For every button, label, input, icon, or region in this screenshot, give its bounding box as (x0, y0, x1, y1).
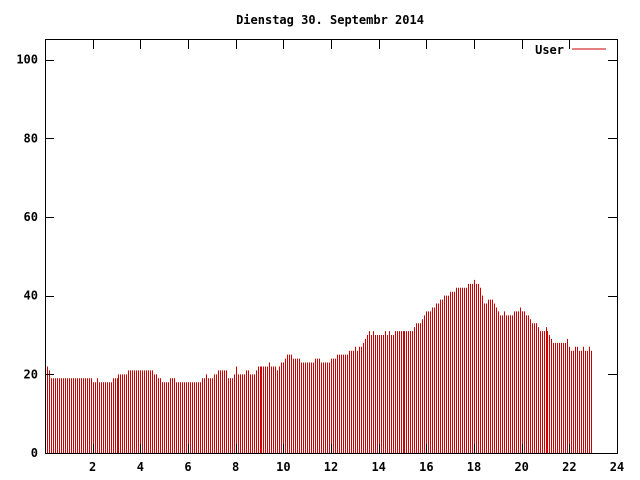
y-tick-label: 80 (24, 131, 38, 145)
x-tick-label: 22 (562, 460, 576, 474)
chart-title: Dienstag 30. Septembr 2014 (236, 13, 424, 27)
plot-frame (45, 39, 618, 454)
x-tick-label: 18 (467, 460, 481, 474)
y-tick-label: 0 (31, 446, 38, 460)
x-tick-label: 20 (514, 460, 528, 474)
x-tick-label: 6 (184, 460, 191, 474)
bar-series (45, 279, 592, 453)
legend-label: User (535, 43, 564, 57)
x-tick-label: 24 (610, 460, 624, 474)
y-tick-label: 100 (16, 53, 38, 67)
y-tick-label: 40 (24, 289, 38, 303)
x-tick-label: 10 (276, 460, 290, 474)
x-tick-label: 14 (371, 460, 385, 474)
x-tick-label: 16 (419, 460, 433, 474)
legend: User (535, 43, 606, 57)
y-tick-label: 60 (24, 210, 38, 224)
x-tick-label: 2 (89, 460, 96, 474)
x-tick-label: 12 (324, 460, 338, 474)
x-tick-label: 4 (137, 460, 144, 474)
y-tick-label: 20 (24, 367, 38, 381)
x-tick-label: 8 (232, 460, 239, 474)
